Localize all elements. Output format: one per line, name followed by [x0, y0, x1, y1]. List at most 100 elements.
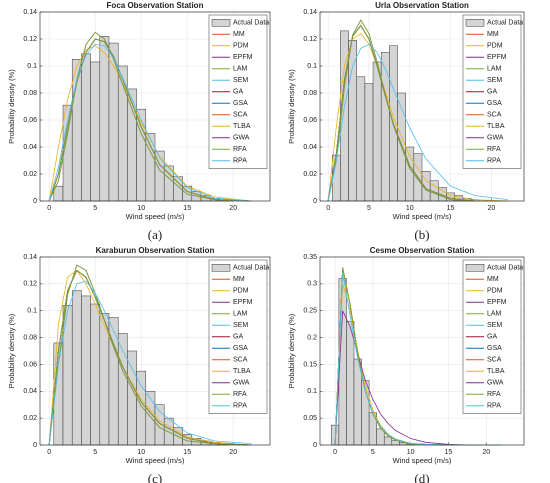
fit-curve: [48, 269, 252, 446]
caption: (b): [414, 227, 429, 242]
y-tick-label: 0.02: [303, 171, 317, 178]
y-tick-label: 0.1: [27, 308, 37, 315]
legend-label: GA: [233, 334, 243, 341]
legend-label: RFA: [487, 146, 501, 153]
legend-label: EPFM: [487, 54, 507, 61]
legend-label: GWA: [487, 380, 504, 387]
x-axis-label: Wind speed (m/s): [126, 212, 185, 221]
legend-label: MM: [233, 31, 245, 38]
y-tick-label: 0.04: [303, 144, 317, 151]
axes-frame: [39, 256, 271, 446]
legend-label: RFA: [487, 391, 501, 398]
legend-label: LAM: [487, 66, 502, 73]
bar: [383, 436, 393, 446]
y-tick-label: 0.1: [27, 63, 37, 70]
legend-label: GWA: [233, 135, 250, 142]
bar: [81, 295, 91, 446]
x-axis-label: Wind speed (m/s): [126, 456, 185, 465]
fit-curve: [48, 269, 252, 446]
legend-label: SEM: [233, 77, 248, 84]
y-tick-label: 0.1: [307, 388, 317, 395]
bar: [376, 428, 385, 446]
bar: [405, 146, 415, 202]
fit-curve: [48, 38, 252, 202]
caption: (a): [148, 227, 162, 242]
y-tick-label: 0: [313, 442, 317, 449]
x-tick-label: 0: [333, 449, 337, 456]
legend-label: RPA: [487, 403, 501, 410]
y-tick-label: 0.06: [23, 361, 37, 368]
y-axis-label: Probability density (%): [7, 69, 16, 144]
legend-label: SEM: [487, 322, 502, 329]
bar: [90, 61, 101, 202]
x-tick-label: 20: [229, 205, 237, 212]
y-tick-label: 0.06: [23, 117, 37, 124]
legend-label: LAM: [233, 66, 248, 73]
x-tick-label: 10: [137, 449, 145, 456]
fit-curve: [48, 43, 252, 202]
y-tick-label: 0.14: [303, 9, 317, 16]
x-axis-label: Wind speed (m/s): [393, 212, 452, 221]
y-tick-label: 0.2: [307, 334, 317, 341]
x-tick-label: 10: [407, 449, 415, 456]
y-tick-label: 0.02: [23, 415, 37, 422]
fit-curve: [327, 24, 508, 202]
legend-label: GA: [487, 334, 497, 341]
legend-label: PDM: [233, 288, 249, 295]
x-tick-label: 0: [47, 449, 51, 456]
legend-label: GSA: [233, 345, 248, 352]
legend-label: SCA: [233, 357, 248, 364]
legend-label: EPFM: [233, 54, 253, 61]
legend-label: GWA: [487, 135, 504, 142]
legend-label: MM: [233, 276, 245, 283]
y-tick-label: 0.08: [23, 334, 37, 341]
y-tick-label: 0: [313, 198, 317, 205]
bar: [348, 40, 357, 202]
x-tick-label: 10: [137, 205, 145, 212]
caption: (d): [414, 471, 429, 483]
y-tick-label: 0.25: [303, 308, 317, 315]
fit-curve: [48, 264, 252, 446]
legend-label: GSA: [233, 100, 248, 107]
y-axis-label: Probability density (%): [287, 313, 296, 388]
bar: [81, 53, 91, 202]
legend-label: MM: [487, 31, 499, 38]
panel: 0 0.02 0.04 0.06 0.08 0.1 0.12 0.14 0 5 10 15 20 Urla…: [287, 1, 525, 242]
legend-label: MM: [487, 276, 499, 283]
y-tick-label: 0.12: [23, 36, 37, 43]
bar: [145, 133, 156, 202]
legend-label: TLBA: [487, 368, 505, 375]
y-tick-label: 0.3: [307, 281, 317, 288]
bar: [364, 83, 374, 202]
legend-label: SCA: [487, 357, 502, 364]
x-tick-label: 10: [406, 205, 414, 212]
bar: [372, 61, 382, 202]
legend-label: SEM: [233, 322, 248, 329]
y-tick-label: 0.12: [23, 281, 37, 288]
bar: [90, 303, 101, 446]
y-tick-label: 0.04: [23, 388, 37, 395]
y-tick-label: 0.12: [303, 36, 317, 43]
y-tick-label: 0.04: [23, 144, 37, 151]
x-tick-label: 5: [367, 205, 371, 212]
x-tick-label: 20: [229, 449, 237, 456]
legend-label: Actual Data: [487, 20, 523, 27]
x-tick-label: 0: [326, 205, 330, 212]
legend-label: SCA: [233, 112, 248, 119]
axes-frame: [319, 11, 525, 202]
legend-label: RPA: [233, 403, 247, 410]
chart-title: Karaburun Observation Station: [96, 246, 215, 255]
legend-label: EPFM: [233, 299, 253, 306]
y-tick-label: 0.08: [303, 90, 317, 97]
legend-label: GSA: [487, 100, 502, 107]
legend-label: SCA: [487, 112, 502, 119]
legend-label: RPA: [233, 158, 247, 165]
x-tick-label: 15: [183, 205, 191, 212]
fit-curve: [334, 310, 502, 446]
legend-label: Actual Data: [487, 265, 523, 272]
legend-label: GSA: [487, 345, 502, 352]
chart-title: Cesme Observation Station: [370, 246, 475, 255]
caption: (c): [148, 471, 162, 483]
x-tick-label: 5: [93, 205, 97, 212]
legend-swatch: [211, 264, 231, 272]
